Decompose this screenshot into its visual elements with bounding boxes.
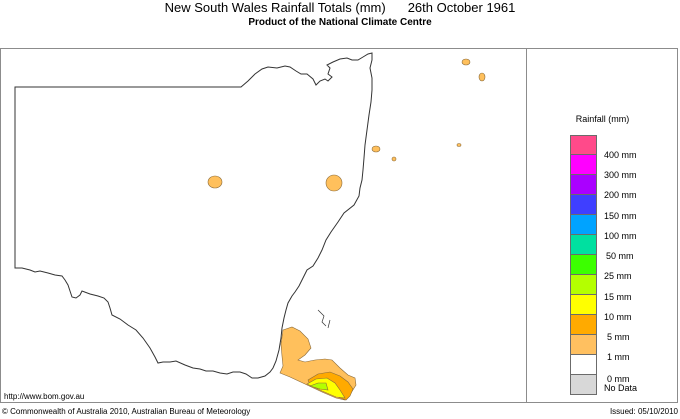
map-subtitle: Product of the National Climate Centre	[248, 17, 432, 28]
legend-label: 100 mm	[604, 231, 637, 241]
rain-patch	[391, 156, 397, 162]
legend-label: 10 mm	[604, 312, 632, 322]
legend-swatch-no-data	[570, 375, 597, 395]
rain-patch	[207, 175, 223, 189]
legend-swatch-50-100	[570, 235, 597, 255]
map-frame	[0, 48, 678, 403]
copyright-notice: © Commonwealth of Australia 2010, Austra…	[2, 407, 251, 416]
rain-patch	[325, 174, 343, 192]
legend-swatch-15-25	[570, 275, 597, 295]
legend-label: 15 mm	[604, 292, 632, 302]
rain-patch	[461, 58, 471, 66]
legend-swatch-0-1	[570, 355, 597, 375]
nsw-state-outline	[14, 52, 373, 379]
legend-label: 5 mm	[607, 332, 630, 342]
rain-patch	[456, 143, 462, 147]
legend-swatch-25-50	[570, 255, 597, 275]
legend-label: 150 mm	[604, 211, 637, 221]
legend-swatch-300-400	[570, 155, 597, 175]
issued-date: Issued: 05/10/2010	[609, 407, 678, 416]
rain-area-15mm	[309, 382, 329, 391]
legend-swatch-150-200	[570, 195, 597, 215]
legend-label: 25 mm	[604, 271, 632, 281]
legend-swatch-10-15	[570, 295, 597, 315]
legend-swatch-400-plus	[570, 135, 597, 155]
legend-label: 1 mm	[607, 352, 630, 362]
source-url[interactable]: http://www.bom.gov.au	[4, 392, 85, 401]
legend-label: 0 mm	[607, 374, 630, 384]
legend-swatch-1-5	[570, 335, 597, 355]
map-title: New South Wales Rainfall Totals (mm) 26th…	[0, 0, 680, 16]
legend-title: Rainfall (mm)	[575, 114, 630, 124]
rain-patch	[371, 145, 381, 153]
legend-color-bar	[570, 135, 597, 395]
legend-swatch-200-300	[570, 175, 597, 195]
legend-label: 400 mm	[604, 150, 637, 160]
coast-bays	[317, 309, 331, 329]
legend-label: No Data	[604, 383, 638, 393]
rain-patch	[478, 72, 486, 82]
legend-label: 300 mm	[604, 170, 637, 180]
legend-divider	[526, 48, 527, 403]
legend-label: 200 mm	[604, 190, 637, 200]
legend-label: 50 mm	[606, 251, 634, 261]
legend-swatch-100-150	[570, 215, 597, 235]
legend-swatch-5-10	[570, 315, 597, 335]
title-text: New South Wales Rainfall Totals (mm)	[164, 0, 386, 15]
title-date: 26th October 1961	[407, 0, 516, 15]
nsw-rainfall-map	[14, 52, 486, 401]
